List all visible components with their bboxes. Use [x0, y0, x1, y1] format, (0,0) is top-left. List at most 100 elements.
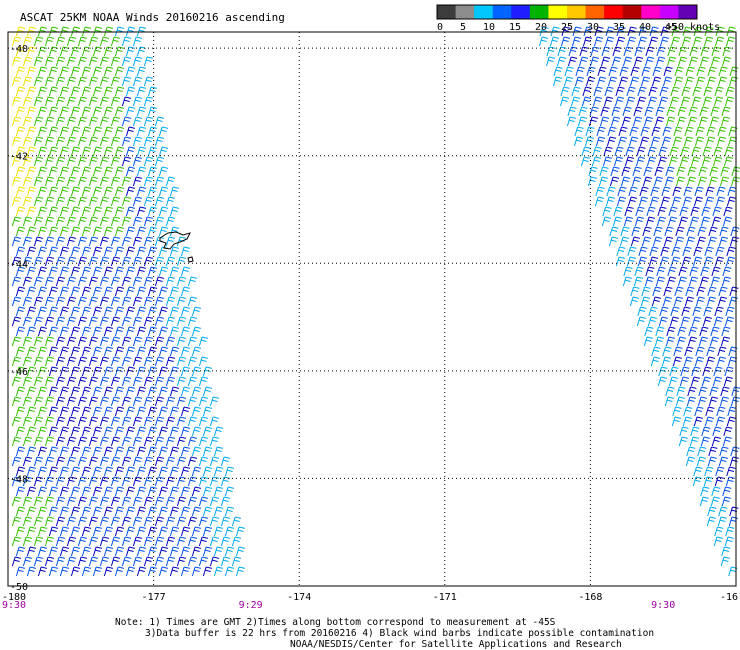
wind-barb — [704, 246, 714, 257]
wind-barb — [165, 356, 176, 367]
legend-swatch — [678, 5, 698, 19]
wind-barb — [66, 356, 77, 367]
wind-barb — [110, 476, 121, 487]
wind-barb — [158, 166, 169, 177]
wind-barb — [44, 296, 55, 307]
wind-barb — [209, 516, 220, 527]
wind-barb — [22, 196, 33, 207]
footer-note-line2: 3)Data buffer is 22 hrs from 20160216 4)… — [145, 628, 654, 639]
wind-barb — [22, 536, 33, 547]
wind-barb — [59, 126, 70, 137]
wind-barb — [15, 166, 26, 177]
wind-barb — [33, 416, 44, 427]
wind-barb — [688, 106, 698, 117]
wind-barb — [37, 526, 48, 537]
wind-barb — [70, 206, 81, 217]
wind-barb — [668, 206, 678, 217]
wind-barb — [725, 476, 735, 487]
wind-barb — [99, 136, 110, 147]
wind-barb — [110, 416, 121, 427]
wind-barb — [699, 56, 710, 67]
wind-barb — [549, 36, 560, 47]
wind-barb — [66, 136, 77, 147]
wind-barb — [187, 336, 198, 347]
wind-barb — [15, 526, 26, 537]
wind-barb — [143, 236, 154, 247]
wind-barb — [59, 506, 70, 517]
wind-barb — [33, 516, 44, 527]
wind-barb — [158, 186, 169, 197]
wind-barb — [158, 446, 169, 457]
wind-barb — [22, 156, 33, 167]
wind-barb — [88, 376, 99, 387]
wind-barb — [158, 266, 169, 277]
wind-barb — [680, 316, 690, 327]
wind-barb — [44, 396, 55, 407]
wind-barb — [698, 116, 709, 127]
wind-barb — [714, 256, 725, 267]
wind-barb — [675, 176, 686, 187]
wind-barb — [11, 136, 22, 147]
wind-barb — [169, 426, 180, 437]
wind-barb — [694, 356, 704, 367]
wind-barb — [695, 76, 706, 87]
wind-barb — [650, 186, 660, 197]
legend-label: 35 — [613, 22, 625, 33]
wind-barb — [81, 86, 92, 97]
wind-barb — [726, 466, 736, 477]
wind-barb — [37, 186, 48, 197]
wind-barb — [81, 246, 92, 257]
wind-barb — [187, 556, 198, 567]
wind-barb — [668, 376, 678, 387]
wind-barb — [169, 326, 180, 337]
wind-barb — [694, 136, 705, 147]
wind-barb — [114, 86, 125, 97]
wind-barb — [77, 176, 88, 187]
wind-barb — [630, 66, 640, 77]
wind-barb — [121, 416, 132, 427]
wind-barb — [703, 476, 713, 487]
wind-barb — [59, 146, 70, 157]
wind-barb — [684, 126, 694, 137]
wind-barb — [125, 206, 136, 217]
wind-barb — [103, 566, 114, 577]
wind-barb — [158, 206, 169, 217]
wind-barb — [66, 256, 77, 267]
wind-barb — [699, 326, 709, 337]
wind-barb — [670, 306, 680, 317]
wind-barb — [143, 516, 154, 527]
wind-barb — [672, 186, 682, 197]
wind-barb — [110, 296, 121, 307]
wind-barb — [711, 436, 721, 447]
wind-barb — [689, 46, 699, 57]
wind-barb — [99, 436, 110, 447]
wind-barb — [81, 206, 92, 217]
wind-barb — [92, 166, 103, 177]
wind-barb — [588, 166, 598, 177]
wind-barb — [566, 116, 577, 127]
wind-barb — [48, 466, 59, 477]
wind-barb — [663, 66, 673, 77]
wind-barb — [26, 206, 37, 217]
wind-barb — [55, 536, 66, 547]
wind-barb — [209, 396, 220, 407]
wind-barb — [81, 126, 92, 137]
wind-barb — [627, 246, 637, 257]
wind-barb — [92, 226, 103, 237]
wind-barb — [636, 146, 646, 157]
wind-barb — [26, 86, 37, 97]
wind-barb — [176, 516, 187, 527]
wind-barb — [683, 406, 693, 417]
wind-barb — [707, 506, 717, 517]
wind-barb — [114, 246, 125, 257]
wind-barb — [213, 506, 224, 517]
wind-barb — [103, 106, 114, 117]
wind-barb — [650, 136, 661, 147]
wind-barb — [103, 366, 114, 377]
wind-barb — [55, 476, 66, 487]
wind-barb — [154, 376, 165, 387]
wind-barb — [44, 536, 55, 547]
wind-barb — [642, 226, 652, 237]
wind-barb — [198, 456, 209, 467]
wind-barb — [213, 526, 224, 537]
